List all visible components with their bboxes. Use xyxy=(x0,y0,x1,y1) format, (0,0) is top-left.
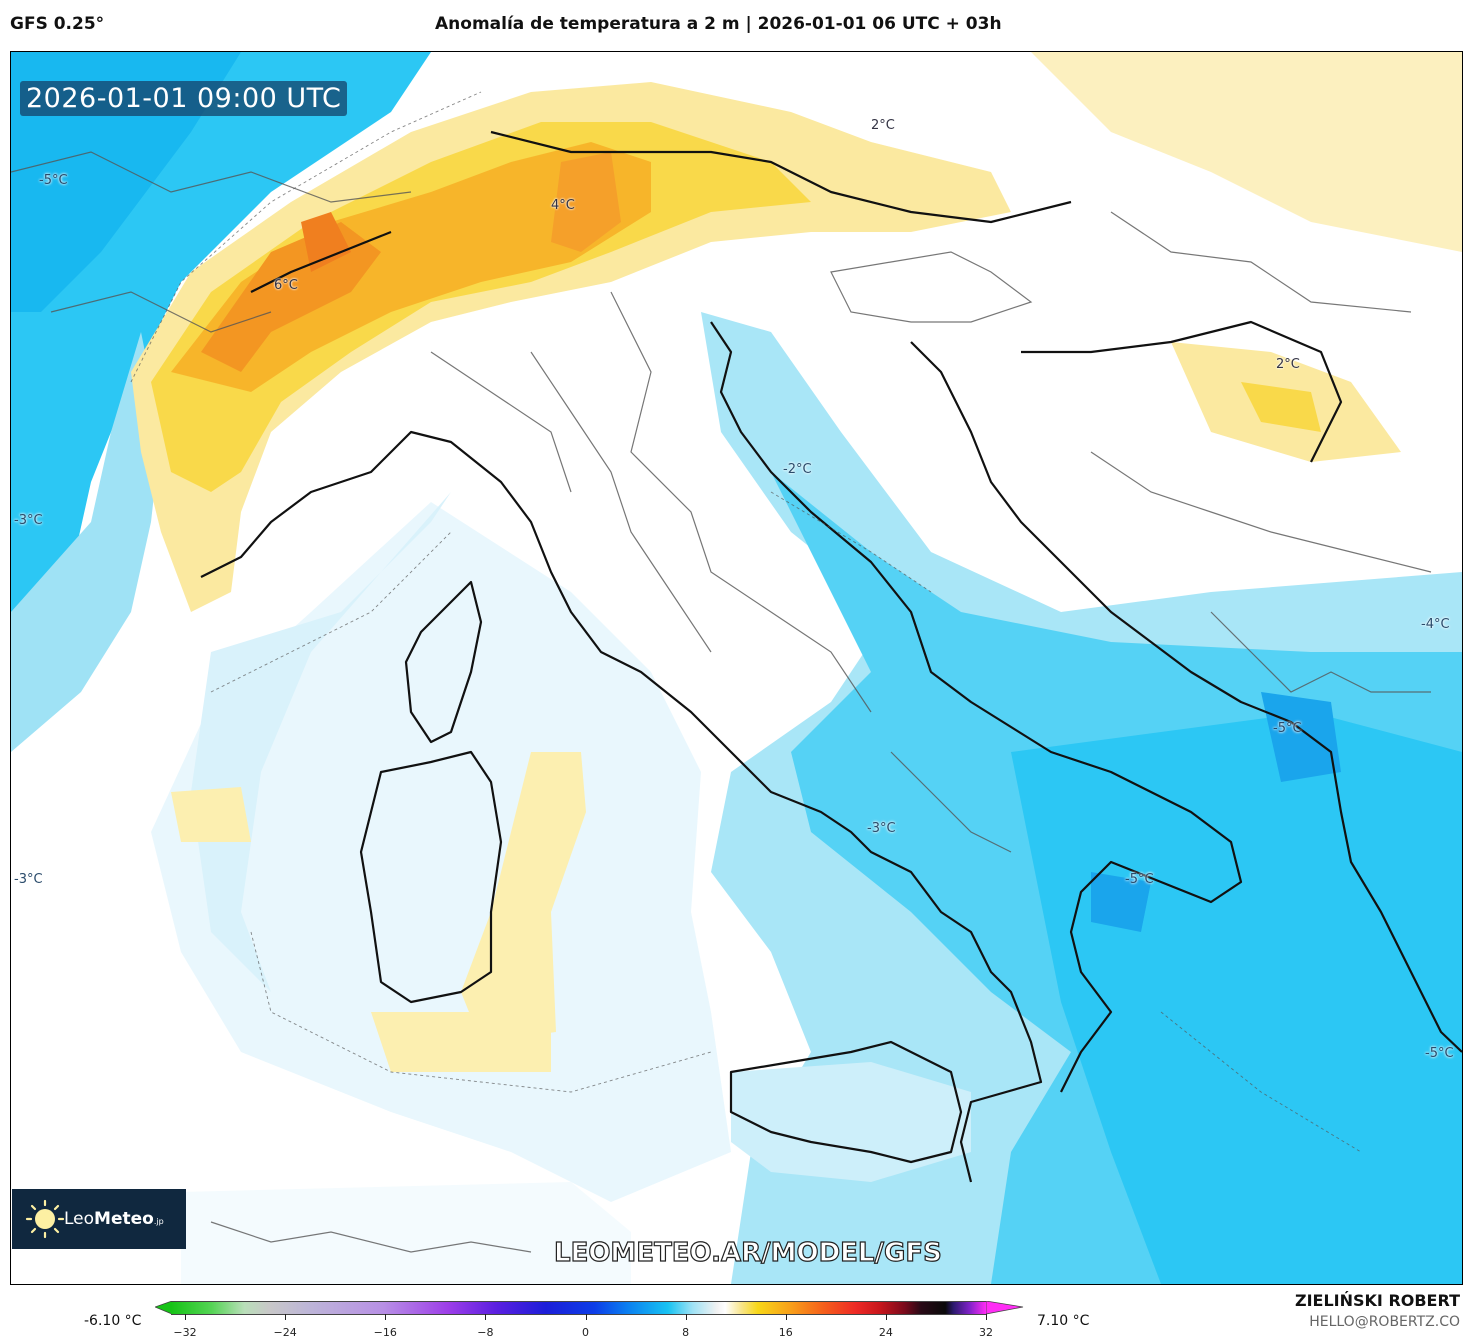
sun-icon xyxy=(25,1199,65,1239)
contour-label: -5°C xyxy=(1273,721,1302,736)
valid-time-badge: 2026-01-01 09:00 UTC xyxy=(20,81,348,116)
colorbar-tick-label: −16 xyxy=(373,1326,397,1339)
leometeo-logo: LeoMeteo.jp xyxy=(12,1189,186,1249)
colorbar-gradient xyxy=(171,1301,986,1315)
contour-label: -3°C xyxy=(867,821,896,836)
colorbar-tick-label: 24 xyxy=(878,1326,893,1339)
contour-label: -3°C xyxy=(14,513,43,528)
colorbar: −32 −24 −16 −8 0 8 16 24 32 xyxy=(155,1301,1025,1339)
contour-label: 4°C xyxy=(551,198,575,213)
colorbar-tick xyxy=(185,1314,186,1320)
contour-label: 2°C xyxy=(871,118,895,133)
author-email: HELLO@ROBERTZ.CO xyxy=(1309,1314,1460,1330)
colorbar-tick-label: 32 xyxy=(979,1326,993,1339)
colorbar-tick xyxy=(885,1314,887,1320)
colorbar-tick-label: 8 xyxy=(682,1326,690,1339)
watermark-url: LEOMETEO.AR/MODEL/GFS xyxy=(553,1237,942,1268)
colorbar-max-label: 7.10 °C xyxy=(1037,1313,1090,1329)
chart-title: Anomalía de temperatura a 2 m | 2026-01-… xyxy=(435,14,1002,34)
colorbar-tick xyxy=(986,1314,987,1320)
colorbar-tick xyxy=(585,1314,587,1320)
colorbar-tick xyxy=(285,1314,287,1320)
contour-label: 2°C xyxy=(1276,357,1300,372)
model-name: GFS 0.25° xyxy=(10,14,105,34)
colorbar-tick xyxy=(485,1314,487,1320)
contour-label: -2°C xyxy=(783,462,812,477)
colorbar-tick-label: −32 xyxy=(173,1326,197,1339)
contour-label: 6°C xyxy=(274,278,298,293)
logo-text: LeoMeteo.jp xyxy=(64,1209,164,1229)
author-name: ZIELIŃSKI ROBERT xyxy=(1294,1291,1460,1310)
contour-label: -4°C xyxy=(1421,617,1450,632)
anomaly-field xyxy=(11,52,1462,1284)
colorbar-tick-label: −24 xyxy=(273,1326,297,1339)
colorbar-min-label: -6.10 °C xyxy=(84,1313,142,1329)
colorbar-tick-label: −8 xyxy=(477,1326,494,1339)
colorbar-tick xyxy=(685,1314,687,1320)
colorbar-tick xyxy=(785,1314,787,1320)
colorbar-tick-label: 16 xyxy=(778,1326,793,1339)
colorbar-tick-label: 0 xyxy=(582,1326,589,1339)
colorbar-tick xyxy=(385,1314,387,1320)
contour-label: -5°C xyxy=(1125,872,1154,887)
contour-label: -5°C xyxy=(1425,1046,1454,1061)
contour-label: -3°C xyxy=(14,872,43,887)
map-panel: 2026-01-01 09:00 UTC -5°C 6°C 4°C 2°C 2°C -2°… xyxy=(10,51,1463,1285)
contour-label: -5°C xyxy=(39,173,68,188)
